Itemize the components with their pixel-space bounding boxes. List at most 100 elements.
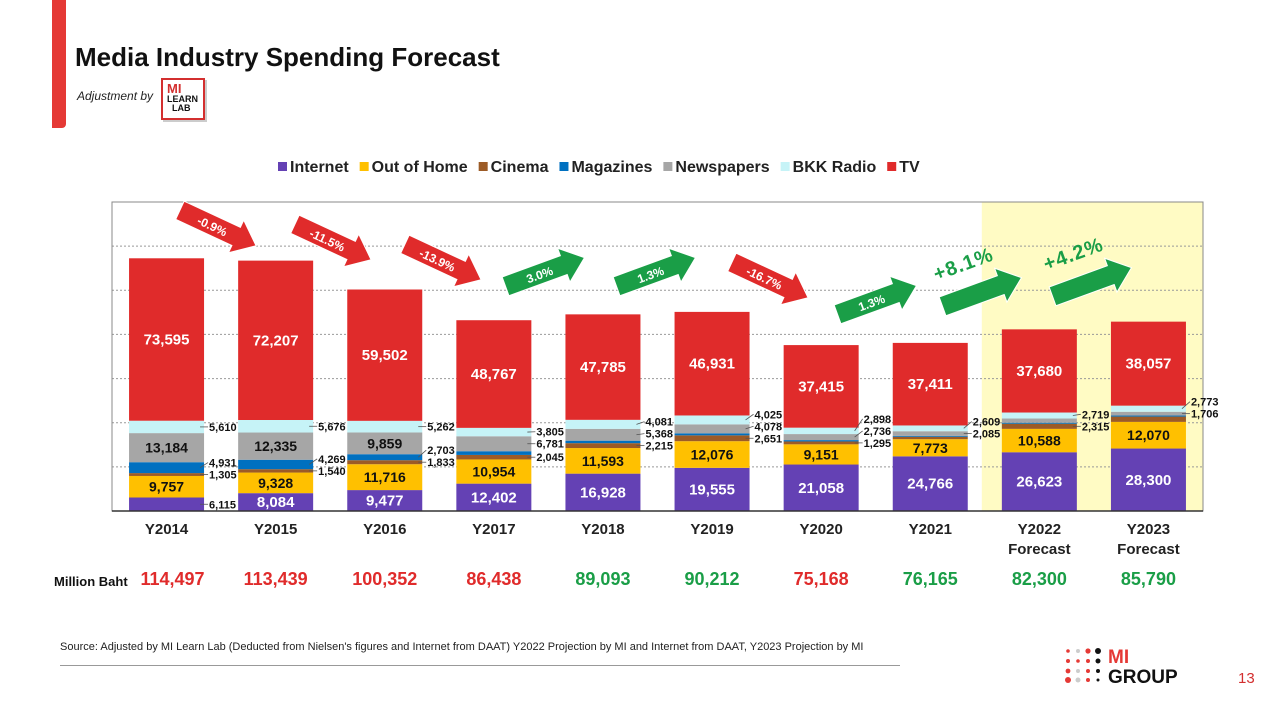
bar-segment-out-of-home (456, 459, 532, 484)
data-label-newspapers: 2,736 (864, 426, 892, 438)
bar-segment-newspapers (129, 433, 205, 463)
bar-segment-magazines (1110, 415, 1186, 417)
bar-segment-cinema (1001, 423, 1077, 429)
bar-segment-magazines (456, 451, 532, 455)
data-label-bkk-radio: 2,898 (864, 414, 892, 426)
data-label: 37,415 (798, 378, 844, 395)
growth-arrow-up: 1.3% (833, 275, 918, 325)
bar-segment-internet (129, 497, 205, 511)
total-value: 75,168 (794, 569, 849, 589)
bar-segment-cinema (1110, 416, 1186, 422)
legend-label: BKK Radio (793, 159, 877, 176)
data-label-bkk-radio: 3,805 (536, 427, 564, 439)
bar-segment-out-of-home (674, 441, 750, 468)
legend-label: Newspapers (675, 159, 769, 176)
bar-segment-cinema (783, 441, 859, 445)
arrow-up-icon (1048, 257, 1133, 307)
arrow-down-icon (400, 234, 482, 288)
bar-segment-out-of-home (238, 472, 314, 494)
data-label: 24,766 (907, 476, 953, 493)
arrow-up-icon (938, 267, 1023, 317)
arrow-down-icon (727, 252, 809, 306)
data-label-cinema: 1,295 (864, 438, 892, 450)
data-label: 37,411 (908, 376, 953, 393)
divider (60, 665, 900, 666)
data-label: 12,335 (254, 438, 297, 454)
data-label-newspapers: 5,368 (645, 429, 673, 441)
data-label: 37,680 (1016, 363, 1062, 380)
legend-swatch-out-of-home (359, 162, 369, 171)
arrow-down-icon (290, 214, 372, 268)
data-label: 10,954 (472, 464, 515, 480)
leader-line (854, 430, 863, 438)
bar-segment-bkk-radio (1001, 412, 1077, 419)
totals-unit-label: Million Baht (54, 574, 128, 589)
growth-arrow-up: 3.0% (501, 247, 586, 297)
x-tick-label: Y2015 (254, 521, 297, 538)
data-label-magazines: 4,269 (318, 454, 346, 466)
bar-segment-out-of-home (129, 475, 205, 498)
data-label-internet: 6,115 (209, 499, 236, 511)
data-label: 19,555 (689, 481, 735, 498)
bar-segment-newspapers (674, 424, 750, 434)
x-tick-label: Forecast (1117, 541, 1180, 558)
data-label: 48,767 (471, 366, 517, 383)
bar-segment-internet (783, 464, 859, 511)
bar-segment-internet (674, 467, 750, 511)
bar-segment-tv (783, 345, 859, 428)
bar-segment-cinema (347, 460, 423, 465)
bar-segment-tv (565, 314, 641, 420)
svg-text:MI: MI (1108, 647, 1129, 668)
data-label: 8,084 (257, 494, 295, 511)
bar-segment-magazines (238, 459, 314, 470)
bar-segment-tv (674, 311, 750, 416)
data-label: 72,207 (253, 332, 299, 349)
data-label-bkk-radio: 2,719 (1082, 409, 1110, 421)
bar-segment-internet (238, 493, 314, 511)
data-label: 9,151 (804, 446, 839, 462)
data-label-bkk-radio: 5,610 (209, 422, 237, 434)
x-tick-label: Y2022 (1018, 521, 1061, 538)
data-label: 21,058 (798, 480, 844, 497)
legend-swatch-magazines (559, 162, 569, 171)
bar-segment-cinema (129, 473, 205, 476)
leader-line (1181, 401, 1191, 410)
growth-arrow-up: 1.3% (612, 247, 697, 297)
bar-segment-cinema (456, 454, 532, 460)
growth-arrow-down: -0.9% (175, 200, 257, 254)
growth-arrow-down: -13.9% (400, 234, 482, 288)
data-label-cinema: 1,833 (427, 457, 455, 469)
bar-segment-bkk-radio (783, 427, 859, 435)
bar-segment-internet (1110, 448, 1186, 511)
legend-label: Cinema (491, 159, 549, 176)
bar-segment-tv (347, 289, 423, 421)
bar-segment-magazines (347, 454, 423, 461)
bar-segment-newspapers (1001, 418, 1077, 423)
legend-swatch-newspapers (663, 162, 673, 171)
bar-segment-newspapers (783, 434, 859, 441)
bar-segment-newspapers (1110, 411, 1186, 416)
legend-swatch-tv (887, 162, 897, 171)
bar-segment-cinema (674, 435, 750, 442)
leader-line (636, 433, 645, 436)
bar-segment-out-of-home (1001, 428, 1077, 453)
bar-segment-cinema (238, 469, 314, 473)
total-value: 114,497 (141, 569, 205, 589)
accent-bar (52, 0, 66, 128)
x-tick-label: Y2020 (799, 521, 842, 538)
bar-segment-newspapers (347, 432, 423, 455)
total-value: 76,165 (903, 569, 958, 589)
data-label: 11,716 (364, 469, 406, 485)
bar-segment-tv (129, 258, 205, 421)
data-label: 38,057 (1126, 356, 1172, 373)
svg-text:GROUP: GROUP (1108, 667, 1178, 685)
x-tick-label: Y2019 (690, 521, 733, 538)
bar-segment-newspapers (456, 436, 532, 452)
data-label-cinema: 1,305 (209, 470, 237, 482)
bar-segment-tv (456, 320, 532, 428)
bar-segment-bkk-radio (456, 427, 532, 437)
bar-segment-magazines (674, 433, 750, 436)
leader-line (854, 418, 863, 432)
total-value: 82,300 (1012, 569, 1067, 589)
data-label-newspapers: 6,781 (536, 439, 564, 451)
